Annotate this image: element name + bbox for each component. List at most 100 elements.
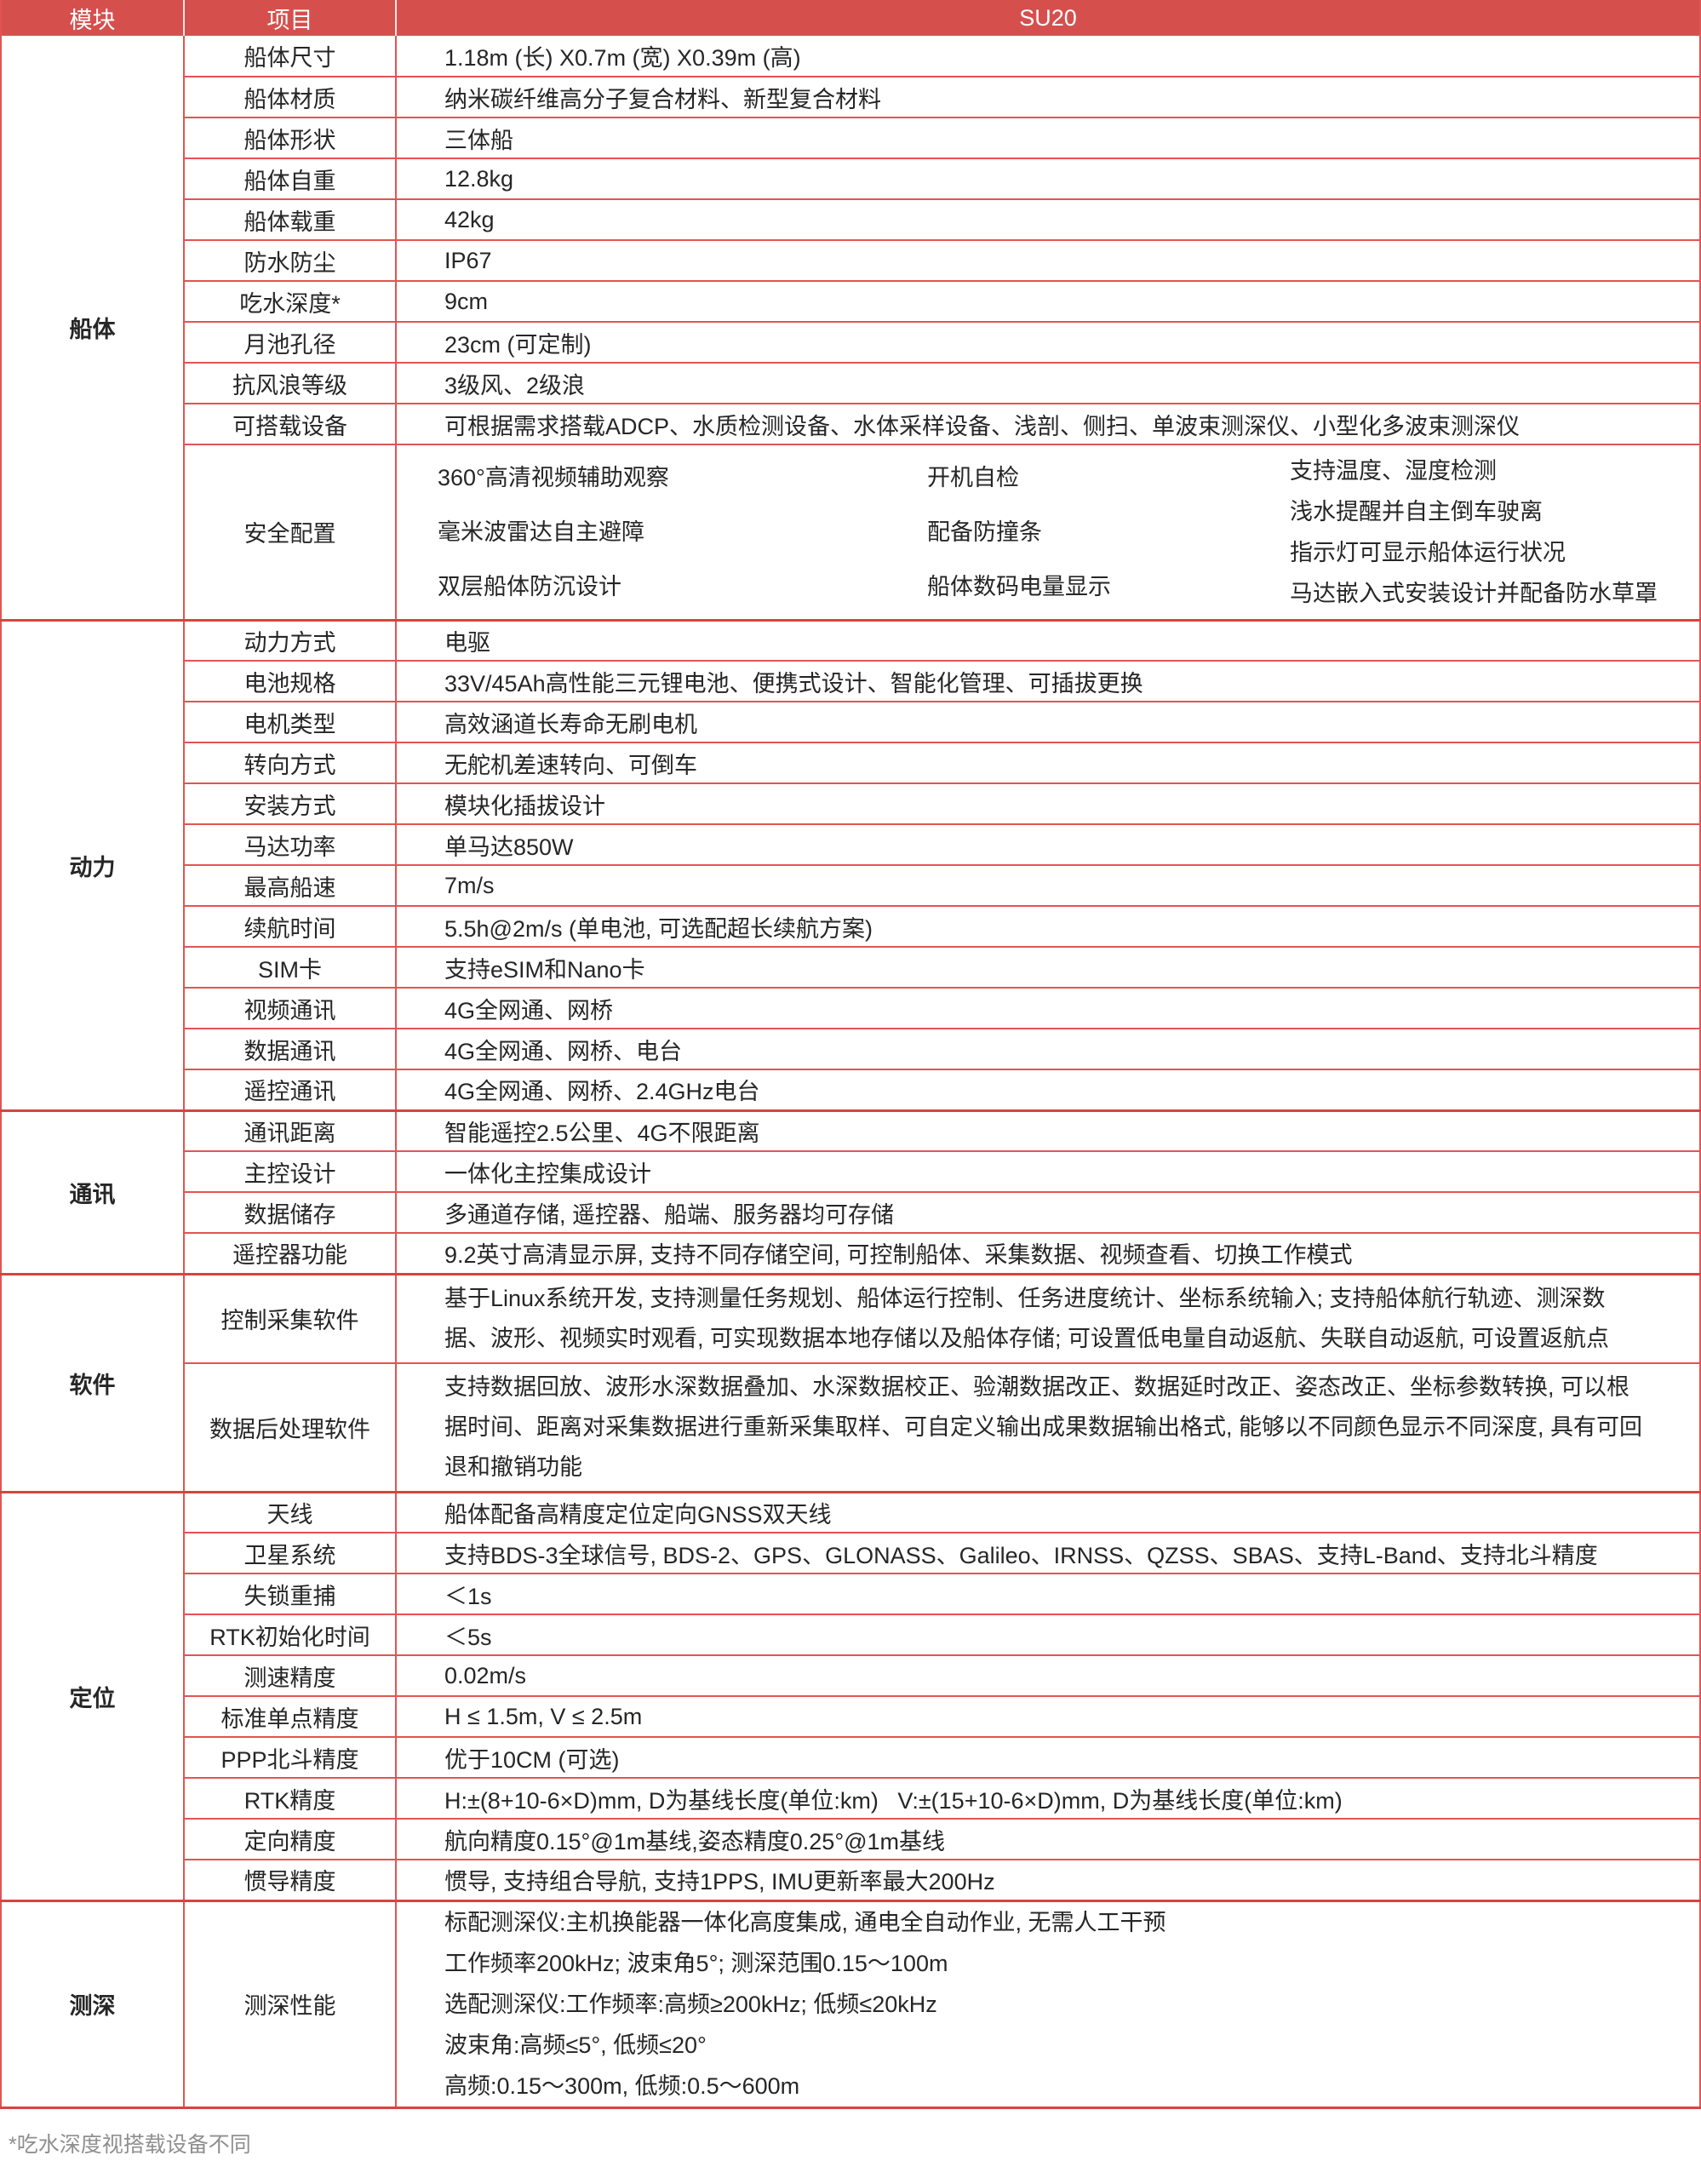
spec-row: 安装方式 模块化插拔设计: [1, 782, 1700, 824]
item-cell: RTK初始化时间: [184, 1614, 397, 1655]
value-line: 标配测深仪:主机换能器一体化高度集成, 通电全自动作业, 无需人工干预: [444, 1909, 1166, 1935]
item-cell: 数据通讯: [184, 1028, 397, 1069]
value-cell: 7m/s: [396, 864, 1700, 906]
item-cell: 惯导精度: [184, 1859, 397, 1900]
value-cell: 模块化插拔设计: [396, 782, 1700, 824]
spec-row: 电池规格 33V/45Ah高性能三元锂电池、便携式设计、智能化管理、可插拔更换: [1, 660, 1700, 702]
spec-row: 防水防尘 IP67: [1, 239, 1700, 281]
value-cell: 基于Linux系统开发, 支持测量任务规划、船体运行控制、任务进度统计、坐标系统…: [396, 1272, 1700, 1363]
safety-line: 毫米波雷达自主避障: [438, 519, 644, 545]
value-line: 选配测深仪:工作频率:高频≥200kHz; 低频≤20kHz: [444, 1991, 937, 2017]
spec-row: 续航时间 5.5h@2m/s (单电池, 可选配超长续航方案): [1, 905, 1700, 947]
spec-row: 电机类型 高效涵道长寿命无刷电机: [1, 701, 1700, 742]
value-cell: 支持数据回放、波形水深数据叠加、水深数据校正、验潮数据改正、数据延时改正、姿态改…: [396, 1361, 1700, 1492]
spec-row: 视频通讯 4G全网通、网桥: [1, 987, 1700, 1029]
item-cell: 控制采集软件: [184, 1272, 397, 1363]
item-cell: 抗风浪等级: [184, 362, 397, 404]
value-cell: IP67: [396, 239, 1700, 281]
spec-row: 船体形状 三体船: [1, 117, 1700, 158]
item-cell: 失锁重捕: [184, 1573, 397, 1614]
spec-row: 测深 测深性能 标配测深仪:主机换能器一体化高度集成, 通电全自动作业, 无需人工干…: [1, 1899, 1700, 2107]
spec-row: 动力 动力方式 电驱: [1, 618, 1700, 1110]
item-cell: 天线: [184, 1490, 397, 1533]
spec-row: 遥控通讯 4G全网通、网桥、2.4GHz电台: [1, 1069, 1700, 1110]
spec-row: 转向方式 无舵机差速转向、可倒车: [1, 742, 1700, 783]
spec-row: 船体载重 42kg: [1, 198, 1700, 240]
item-cell: 吃水深度*: [184, 280, 397, 322]
spec-row: 定向精度 航向精度0.15°@1m基线,姿态精度0.25°@1m基线: [1, 1818, 1700, 1860]
value-cell: 多通道存储, 遥控器、船端、服务器均可存储: [396, 1191, 1700, 1233]
safety-column: 360°高清视频辅助观察 毫米波雷达自主避障 双层船体防沉设计: [438, 450, 927, 614]
value-cell: 三体船: [396, 117, 1700, 158]
item-cell: 最高船速: [184, 864, 397, 906]
spec-row: 数据通讯 4G全网通、网桥、电台: [1, 1028, 1700, 1069]
value-cell: 一体化主控集成设计: [396, 1150, 1700, 1192]
item-cell: 定向精度: [184, 1818, 397, 1860]
table-header: 模块 项目 SU20: [1, 0, 1700, 36]
module-cell: 定位: [1, 1490, 185, 1900]
value-cell: 船体配备高精度定位定向GNSS双天线: [396, 1490, 1700, 1533]
spec-row: 数据储存 多通道存储, 遥控器、船端、服务器均可存储: [1, 1191, 1700, 1233]
item-cell: 船体载重: [184, 198, 397, 240]
item-cell: 电机类型: [184, 701, 397, 742]
item-cell: 船体自重: [184, 158, 397, 199]
spec-row: RTK精度 H:±(8+10-6×D)mm, D为基线长度(单位:km) V:±(…: [1, 1777, 1700, 1819]
item-cell: 马达功率: [184, 823, 397, 865]
safety-config-cell: 360°高清视频辅助观察 毫米波雷达自主避障 双层船体防沉设计 开机自检 配备防撞条 船体…: [396, 444, 1700, 620]
safety-line: 支持温度、湿度检测: [1290, 457, 1497, 484]
item-cell: 船体尺寸: [184, 36, 397, 77]
item-cell: 月池孔径: [184, 321, 397, 363]
value-cell: 4G全网通、网桥: [396, 987, 1700, 1029]
value-cell: 支持BDS-3全球信号, BDS-2、GPS、GLONASS、Galileo、I…: [396, 1532, 1700, 1574]
module-cell: 通讯: [1, 1109, 185, 1274]
header-row: 模块 项目 SU20: [1, 0, 1700, 36]
spec-row: RTK初始化时间 ＜5s: [1, 1614, 1700, 1655]
spec-row: 遥控器功能 9.2英寸高清显示屏, 支持不同存储空间, 可控制船体、采集数据、视频…: [1, 1232, 1700, 1274]
safety-line: 指示灯可显示船体运行状况: [1290, 539, 1566, 565]
item-cell: 视频通讯: [184, 987, 397, 1029]
spec-row: 月池孔径 23cm (可定制): [1, 321, 1700, 363]
item-cell: 电池规格: [184, 660, 397, 702]
spec-row: 定位 天线 船体配备高精度定位定向GNSS双天线: [1, 1490, 1700, 1900]
value-cell: 高效涵道长寿命无刷电机: [396, 701, 1700, 742]
value-cell: 9cm: [396, 280, 1700, 322]
spec-row: 失锁重捕 ＜1s: [1, 1573, 1700, 1614]
module-cell: 软件: [1, 1272, 185, 1492]
safety-line: 浅水提醒并自主倒车驶离: [1290, 498, 1543, 525]
spec-row: 船体 船体尺寸 1.18m (长) X0.7m (宽) X0.39m (高): [1, 36, 1700, 620]
value-cell: 4G全网通、网桥、2.4GHz电台: [396, 1069, 1700, 1110]
safety-column: 开机自检 配备防撞条 船体数码电量显示: [927, 450, 1290, 614]
spec-row: 卫星系统 支持BDS-3全球信号, BDS-2、GPS、GLONASS、Galil…: [1, 1532, 1700, 1574]
item-cell: 遥控器功能: [184, 1232, 397, 1274]
value-cell: 航向精度0.15°@1m基线,姿态精度0.25°@1m基线: [396, 1818, 1700, 1860]
value-cell: 单马达850W: [396, 823, 1700, 865]
item-cell: 安全配置: [184, 444, 397, 620]
value-line: 波束角:高频≤5°, 低频≤20°: [444, 2032, 707, 2058]
value-cell: ＜5s: [396, 1614, 1700, 1655]
item-cell: 主控设计: [184, 1150, 397, 1192]
item-cell: 续航时间: [184, 905, 397, 947]
item-cell: 通讯距离: [184, 1109, 397, 1151]
item-cell: 卫星系统: [184, 1532, 397, 1574]
spec-row: 惯导精度 惯导, 支持组合导航, 支持1PPS, IMU更新率最大200Hz: [1, 1859, 1700, 1900]
value-cell: H ≤ 1.5m, V ≤ 2.5m: [396, 1695, 1700, 1737]
safety-line: 双层船体防沉设计: [438, 573, 621, 599]
value-cell: 5.5h@2m/s (单电池, 可选配超长续航方案): [396, 905, 1700, 947]
spec-row: 最高船速 7m/s: [1, 864, 1700, 906]
item-cell: 可搭载设备: [184, 403, 397, 444]
item-cell: 船体材质: [184, 76, 397, 118]
item-cell: 防水防尘: [184, 239, 397, 281]
value-line: 高频:0.15～300m, 低频:0.5～600m: [444, 2072, 800, 2099]
value-cell: 33V/45Ah高性能三元锂电池、便携式设计、智能化管理、可插拔更换: [396, 660, 1700, 702]
safety-columns: 360°高清视频辅助观察 毫米波雷达自主避障 双层船体防沉设计 开机自检 配备防撞条 船体…: [438, 450, 1691, 614]
spec-row: PPP北斗精度 优于10CM (可选): [1, 1736, 1700, 1778]
value-cell: 3级风、2级浪: [396, 362, 1700, 404]
value-cell: 标配测深仪:主机换能器一体化高度集成, 通电全自动作业, 无需人工干预 工作频率2…: [396, 1899, 1700, 2107]
value-cell: 12.8kg: [396, 158, 1700, 199]
spec-row: 通讯 通讯距离 智能遥控2.5公里、4G不限距离: [1, 1109, 1700, 1274]
spec-row: 标准单点精度 H ≤ 1.5m, V ≤ 2.5m: [1, 1695, 1700, 1737]
safety-line: 360°高清视频辅助观察: [438, 464, 669, 490]
header-value: SU20: [395, 0, 1700, 36]
spec-row: 马达功率 单马达850W: [1, 823, 1700, 865]
item-cell: 标准单点精度: [184, 1695, 397, 1737]
